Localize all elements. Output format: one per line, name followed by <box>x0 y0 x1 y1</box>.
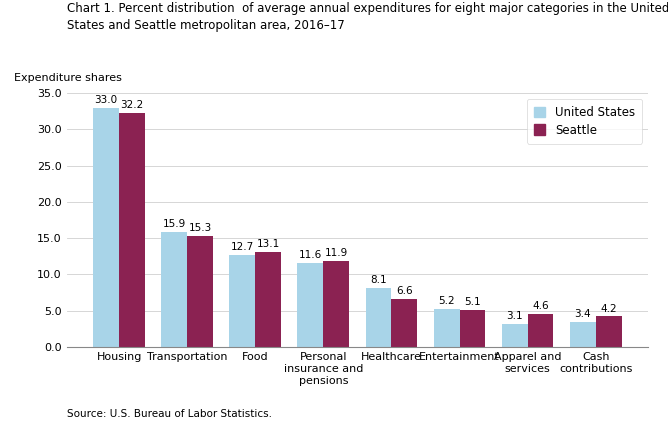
Text: 11.9: 11.9 <box>325 248 348 258</box>
Text: 3.4: 3.4 <box>574 309 591 319</box>
Bar <box>255 252 281 347</box>
Text: 11.6: 11.6 <box>299 250 322 260</box>
Text: 15.9: 15.9 <box>162 219 186 229</box>
Text: 3.1: 3.1 <box>506 311 523 321</box>
Bar <box>187 236 213 347</box>
Text: 5.1: 5.1 <box>464 297 481 307</box>
Text: 4.6: 4.6 <box>532 301 549 310</box>
Bar <box>502 324 528 347</box>
Bar <box>323 261 349 347</box>
Text: Source: U.S. Bureau of Labor Statistics.: Source: U.S. Bureau of Labor Statistics. <box>67 409 272 419</box>
Bar <box>297 263 323 347</box>
Text: Expenditure shares: Expenditure shares <box>15 73 122 83</box>
Bar <box>460 310 486 347</box>
Text: 32.2: 32.2 <box>120 101 144 110</box>
Bar <box>391 299 418 347</box>
Text: 4.2: 4.2 <box>601 304 617 313</box>
Bar <box>528 313 554 347</box>
Text: 5.2: 5.2 <box>438 296 455 306</box>
Bar <box>365 288 391 347</box>
Text: 13.1: 13.1 <box>257 239 280 249</box>
Text: 33.0: 33.0 <box>95 95 118 104</box>
Bar <box>434 309 460 347</box>
Bar <box>229 255 255 347</box>
Text: 6.6: 6.6 <box>396 286 413 296</box>
Bar <box>94 107 119 347</box>
Bar <box>161 231 187 347</box>
Text: Chart 1. Percent distribution  of average annual expenditures for eight major ca: Chart 1. Percent distribution of average… <box>67 2 668 15</box>
Text: 15.3: 15.3 <box>188 223 212 233</box>
Bar <box>570 322 596 347</box>
Text: 12.7: 12.7 <box>230 242 254 252</box>
Text: 8.1: 8.1 <box>370 275 387 285</box>
Text: States and Seattle metropolitan area, 2016–17: States and Seattle metropolitan area, 20… <box>67 19 345 32</box>
Bar <box>119 113 145 347</box>
Legend: United States, Seattle: United States, Seattle <box>526 99 642 144</box>
Bar <box>596 316 621 347</box>
